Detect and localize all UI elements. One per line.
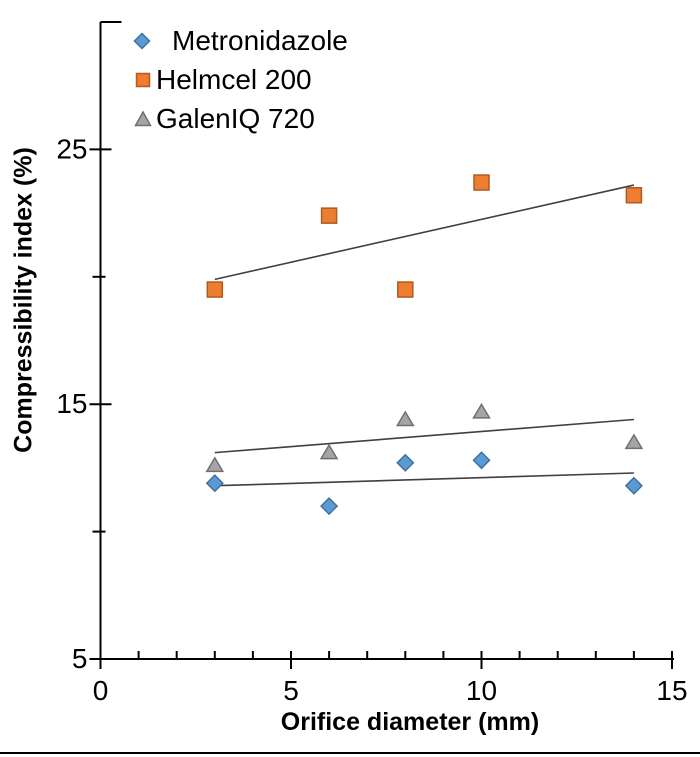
- y-tick-label: 5: [72, 643, 88, 674]
- y-tick-label: 25: [56, 133, 87, 164]
- marker-metronidazole: [205, 474, 224, 493]
- marker-helmcel-200: [473, 174, 490, 191]
- bottom-divider: [0, 752, 700, 754]
- x-tick-label: 15: [656, 675, 687, 706]
- marker-metronidazole: [396, 453, 415, 472]
- legend-item-metronidazole: Metronidazole: [132, 27, 348, 55]
- x-axis-title: Orifice diameter (mm): [280, 708, 540, 736]
- marker-galeniq-720: [624, 433, 644, 450]
- marker-galeniq-720: [319, 443, 339, 460]
- marker-galeniq-720: [395, 410, 415, 427]
- marker-helmcel-200: [320, 207, 338, 224]
- marker-metronidazole: [320, 497, 339, 516]
- marker-metronidazole: [472, 451, 491, 470]
- marker-galeniq-720: [472, 402, 491, 419]
- x-tick-label: 0: [93, 675, 109, 706]
- legend-label-helmcel-200: Helmcel 200: [156, 64, 312, 95]
- trendline-galeniq-720: [214, 418, 634, 454]
- diamond-icon: [133, 32, 151, 50]
- legend-label-metronidazole: Metronidazole: [172, 25, 348, 56]
- trendline-helmcel-200: [214, 184, 635, 281]
- legend-item-galeniq-720: GalenIQ 720: [133, 105, 315, 133]
- y-axis-title: Compressibility index (%): [9, 147, 38, 453]
- marker-helmcel-200: [397, 281, 414, 298]
- triangle-icon: [134, 110, 152, 127]
- marker-galeniq-720: [205, 456, 225, 473]
- legend-label-galeniq-720: GalenIQ 720: [156, 103, 315, 134]
- marker-helmcel-200: [206, 281, 224, 298]
- legend-item-helmcel-200: Helmcel 200: [133, 66, 312, 94]
- x-tick-label: 5: [283, 675, 299, 706]
- marker-metronidazole: [624, 476, 643, 495]
- x-tick-label: 10: [466, 675, 497, 706]
- y-tick-label: 15: [56, 388, 87, 419]
- square-icon: [135, 72, 151, 88]
- marker-helmcel-200: [625, 187, 643, 204]
- trendline-metronidazole: [214, 472, 634, 487]
